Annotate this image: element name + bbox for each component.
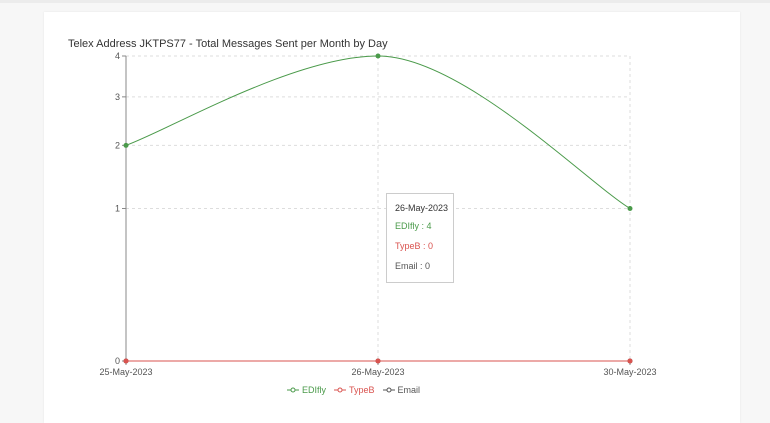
top-bar xyxy=(0,0,770,3)
legend-label: EDIfly xyxy=(302,385,327,395)
data-point-typeb xyxy=(123,358,129,364)
y-tick-label: 4 xyxy=(115,51,120,61)
tooltip-date: 26-May-2023 xyxy=(395,203,449,213)
x-tick-label: 30-May-2023 xyxy=(603,367,656,377)
tooltip-row-typeb: TypeB : 0 xyxy=(395,241,434,251)
legend-item-edifly[interactable]: EDIfly xyxy=(287,385,326,395)
data-point-edifly xyxy=(627,206,633,211)
x-tick-label: 26-May-2023 xyxy=(351,367,404,377)
y-tick-label: 0 xyxy=(115,356,120,366)
data-point-typeb xyxy=(375,358,381,364)
data-point-edifly xyxy=(123,142,129,148)
legend-marker-icon xyxy=(287,387,299,393)
y-tick-label: 3 xyxy=(115,92,120,102)
x-tick-label: 25-May-2023 xyxy=(99,367,152,377)
legend-label: Email xyxy=(397,385,421,395)
legend-label: TypeB xyxy=(349,385,375,395)
data-point-typeb xyxy=(627,358,633,364)
chart-tooltip: 26-May-2023 EDIfly : 4 TypeB : 0 Email :… xyxy=(386,193,454,283)
series-line-edifly xyxy=(125,55,631,209)
legend-marker-icon xyxy=(334,387,347,393)
y-tick-label: 2 xyxy=(115,140,120,150)
legend-marker-icon xyxy=(382,387,395,393)
chart-legend: EDIfly TypeB Email xyxy=(287,385,420,395)
legend-item-email[interactable]: Email xyxy=(382,385,421,395)
y-axis-ticks: 0 1 2 3 4 xyxy=(115,51,126,366)
chart-title: Telex Address JKTPS77 - Total Messages S… xyxy=(68,38,388,50)
series-group xyxy=(123,53,633,364)
data-point-edifly xyxy=(375,53,381,59)
tooltip-row-edifly: EDIfly : 4 xyxy=(395,221,432,231)
legend-item-typeb[interactable]: TypeB xyxy=(334,385,375,395)
y-tick-label: 1 xyxy=(115,204,120,214)
grid xyxy=(126,55,631,361)
tooltip-row-email: Email : 0 xyxy=(395,261,431,271)
